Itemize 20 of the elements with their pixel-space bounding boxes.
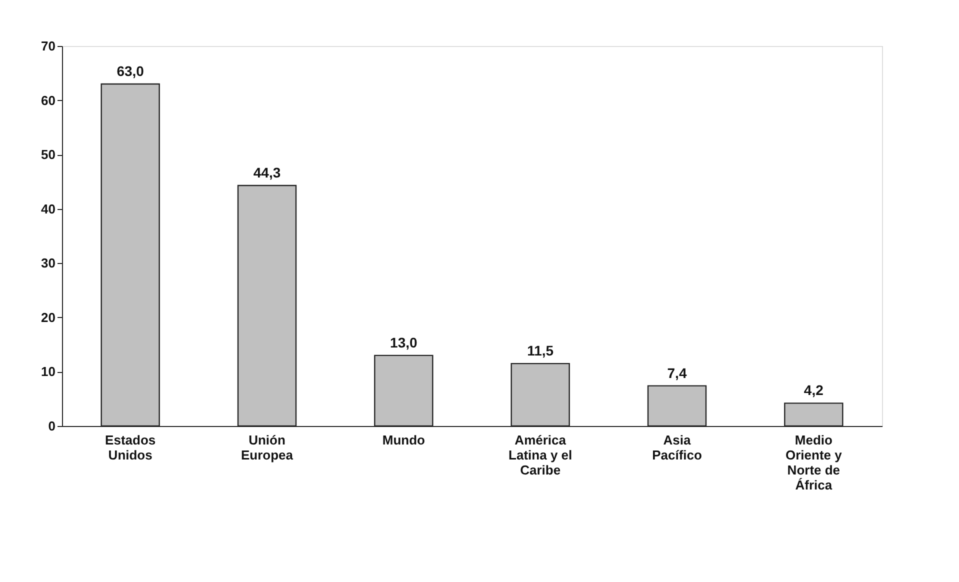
data-label: 13,0 [390, 334, 418, 350]
y-tick-label: 70 [41, 38, 56, 54]
data-label: 11,5 [527, 342, 554, 359]
x-tick-label: América Latina y el Caribe [508, 432, 572, 478]
y-tick-label: 50 [41, 147, 56, 162]
y-tick-label: 0 [48, 418, 56, 434]
x-tick-label: Unión Europea [240, 432, 294, 462]
data-label: 4,2 [804, 382, 824, 398]
y-tick-label: 10 [41, 364, 56, 380]
x-tick-label: Estados Unidos [105, 432, 156, 462]
data-label: 7,4 [667, 364, 687, 381]
x-tick-label: Medio Oriente y Norte de África [785, 432, 843, 492]
data-label: 63,0 [116, 63, 144, 79]
y-tick-label: 40 [41, 201, 56, 216]
y-tick-label: 30 [41, 256, 56, 271]
x-tick-label: Mundo [382, 432, 426, 448]
y-tick-label: 60 [41, 92, 56, 108]
data-label: 44,3 [253, 164, 281, 181]
x-tick-label: Asia Pacífico [652, 432, 702, 462]
y-tick-label: 20 [41, 310, 56, 325]
